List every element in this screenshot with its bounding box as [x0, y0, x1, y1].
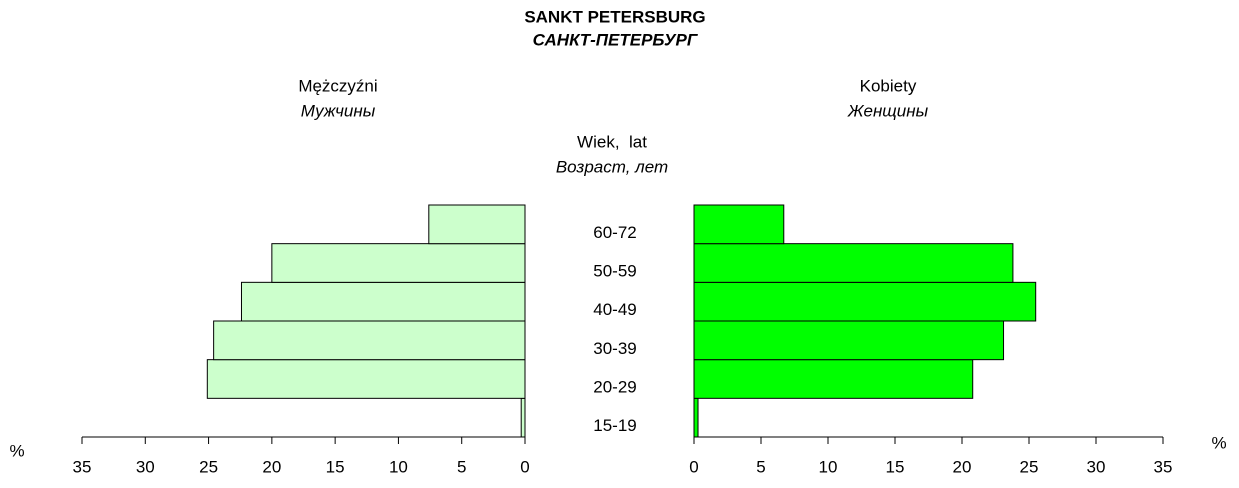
bar: [213, 320, 526, 361]
left-label: Mężczyźni: [298, 76, 377, 95]
chart-subtitle: САНКТ-ПЕТЕРБУРГ: [533, 30, 699, 49]
x-tick-label: 30: [1087, 457, 1106, 476]
bar: [271, 243, 526, 283]
x-tick-label: 10: [819, 457, 838, 476]
bar: [693, 359, 974, 399]
bar: [240, 281, 526, 322]
axis-title: Wiek, lat: [577, 132, 647, 151]
right-label-ru: Женщины: [847, 101, 929, 120]
category-label: 60-72: [593, 223, 636, 242]
x-tick-label: 0: [520, 457, 529, 476]
x-tick-label: 25: [199, 457, 218, 476]
bar: [520, 397, 526, 438]
x-tick-label: 15: [326, 457, 345, 476]
x-unit: %: [1211, 433, 1226, 452]
bar: [693, 320, 1005, 361]
bar: [693, 281, 1037, 322]
x-tick-label: 35: [73, 457, 92, 476]
bar: [206, 359, 526, 399]
category-label: 20-29: [593, 377, 636, 396]
bar: [693, 204, 785, 245]
bar: [428, 204, 526, 245]
category-label: 30-39: [593, 339, 636, 358]
chart-title: SANKT PETERSBURG: [524, 7, 705, 26]
right-label: Kobiety: [860, 76, 917, 95]
x-tick-label: 30: [136, 457, 155, 476]
x-tick-label: 5: [457, 457, 466, 476]
bar: [693, 397, 699, 438]
x-tick-label: 15: [886, 457, 905, 476]
x-tick-label: 35: [1154, 457, 1173, 476]
x-unit: %: [9, 441, 24, 460]
category-label: 50-59: [593, 261, 636, 280]
x-tick-label: 0: [689, 457, 698, 476]
bar: [693, 243, 1014, 283]
x-tick-label: 20: [262, 457, 281, 476]
x-tick-label: 5: [756, 457, 765, 476]
x-tick-label: 10: [389, 457, 408, 476]
x-tick-label: 25: [1020, 457, 1039, 476]
axis-title-ru: Возраст, лет: [556, 157, 668, 176]
category-label: 15-19: [593, 416, 636, 435]
x-tick-label: 20: [953, 457, 972, 476]
category-label: 40-49: [593, 300, 636, 319]
left-label-ru: Мужчины: [301, 101, 376, 120]
